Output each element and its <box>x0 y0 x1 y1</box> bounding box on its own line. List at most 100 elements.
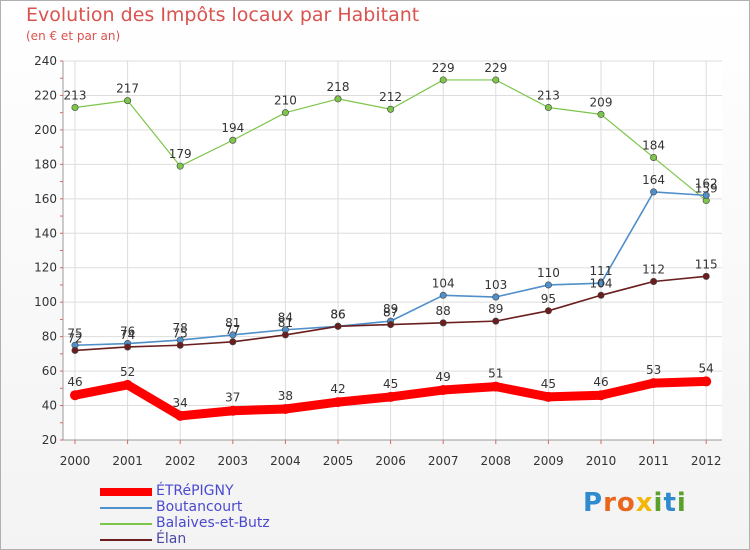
data-point <box>122 379 133 390</box>
data-label: 75 <box>67 326 82 340</box>
x-tick-label: 2002 <box>165 454 196 468</box>
data-point <box>544 307 552 315</box>
logo-letter: r <box>603 488 617 518</box>
data-label: 115 <box>695 257 718 271</box>
legend-label: Balaives-et-Butz <box>156 515 270 531</box>
data-point <box>544 104 552 112</box>
data-label: 87 <box>383 306 398 320</box>
data-point <box>701 376 712 387</box>
data-label: 75 <box>173 326 188 340</box>
data-point <box>702 191 710 199</box>
data-point <box>650 188 658 196</box>
y-tick-label: 120 <box>34 261 57 275</box>
data-label: 213 <box>64 89 87 103</box>
data-label: 179 <box>169 147 192 161</box>
data-label: 86 <box>330 307 345 321</box>
y-tick-label: 80 <box>42 330 57 344</box>
data-point <box>227 405 238 416</box>
data-label: 74 <box>120 328 135 342</box>
data-label: 51 <box>488 367 503 381</box>
y-tick-label: 220 <box>34 88 57 102</box>
proxiti-logo: Proxiti <box>583 488 687 518</box>
data-point <box>334 322 342 330</box>
data-label: 210 <box>274 94 297 108</box>
y-tick-label: 160 <box>34 192 57 206</box>
data-point <box>650 153 658 161</box>
chart-subtitle: (en € et par an) <box>26 29 121 43</box>
y-tick-label: 40 <box>42 399 57 413</box>
legend-label: ÉTRéPIGNY <box>156 483 234 499</box>
data-label: 104 <box>432 276 455 290</box>
y-tick-label: 240 <box>34 54 57 68</box>
logo-letter: i <box>653 488 664 518</box>
legend-swatch <box>100 539 152 541</box>
data-point <box>176 162 184 170</box>
data-point <box>492 293 500 301</box>
logo-letter: P <box>583 488 604 518</box>
data-label: 78 <box>173 321 188 335</box>
data-label: 81 <box>278 316 293 330</box>
logo-letter: x <box>635 488 654 518</box>
data-label: 45 <box>541 377 556 391</box>
data-point <box>648 378 659 389</box>
data-label: 86 <box>330 307 345 321</box>
legend-label: Boutancourt <box>156 499 243 515</box>
data-label: 194 <box>221 121 244 135</box>
data-point <box>543 391 554 402</box>
x-tick-label: 2003 <box>218 454 249 468</box>
data-label: 34 <box>173 396 188 410</box>
data-point <box>175 410 186 421</box>
data-label: 46 <box>593 375 608 389</box>
data-point <box>71 346 79 354</box>
data-point <box>492 76 500 84</box>
data-point <box>229 136 237 144</box>
data-label: 45 <box>383 377 398 391</box>
data-label: 38 <box>278 389 293 403</box>
data-point <box>334 95 342 103</box>
data-label: 72 <box>67 331 82 345</box>
x-tick-label: 2006 <box>375 454 406 468</box>
data-label: 52 <box>120 365 135 379</box>
data-label: 103 <box>484 278 507 292</box>
data-label: 42 <box>330 382 345 396</box>
data-point <box>438 385 449 396</box>
data-label: 229 <box>484 61 507 75</box>
legend-swatch <box>100 507 152 509</box>
data-label: 184 <box>642 138 665 152</box>
y-tick-label: 180 <box>34 157 57 171</box>
data-label: 49 <box>436 370 451 384</box>
logo-letter: i <box>676 488 687 518</box>
x-tick-label: 2001 <box>112 454 143 468</box>
y-tick-label: 100 <box>34 295 57 309</box>
x-tick-label: 2008 <box>481 454 512 468</box>
data-point <box>597 279 605 287</box>
data-point <box>229 331 237 339</box>
data-label: 159 <box>695 182 718 196</box>
data-label: 95 <box>541 292 556 306</box>
x-tick-label: 2004 <box>270 454 301 468</box>
data-point <box>124 97 132 105</box>
y-tick-label: 60 <box>42 364 57 378</box>
data-point <box>281 331 289 339</box>
chart-title: Evolution des Impôts locaux par Habitant <box>26 4 420 26</box>
data-label: 81 <box>225 316 240 330</box>
data-point <box>385 391 396 402</box>
data-point <box>124 343 132 351</box>
data-point <box>387 105 395 113</box>
logo-letter: o <box>616 488 636 518</box>
data-label: 164 <box>642 173 665 187</box>
data-label: 229 <box>432 61 455 75</box>
data-label: 54 <box>699 361 714 375</box>
data-label: 37 <box>225 391 240 405</box>
data-point <box>597 110 605 118</box>
data-label: 89 <box>488 302 503 316</box>
x-tick-label: 2012 <box>691 454 722 468</box>
data-point <box>596 390 606 401</box>
y-tick-label: 140 <box>34 226 57 240</box>
data-label: 77 <box>225 323 240 337</box>
legend-label: Élan <box>156 531 187 547</box>
x-tick-label: 2005 <box>323 454 354 468</box>
y-tick-label: 200 <box>34 123 57 137</box>
data-label: 112 <box>642 263 665 277</box>
data-label: 110 <box>537 266 560 280</box>
